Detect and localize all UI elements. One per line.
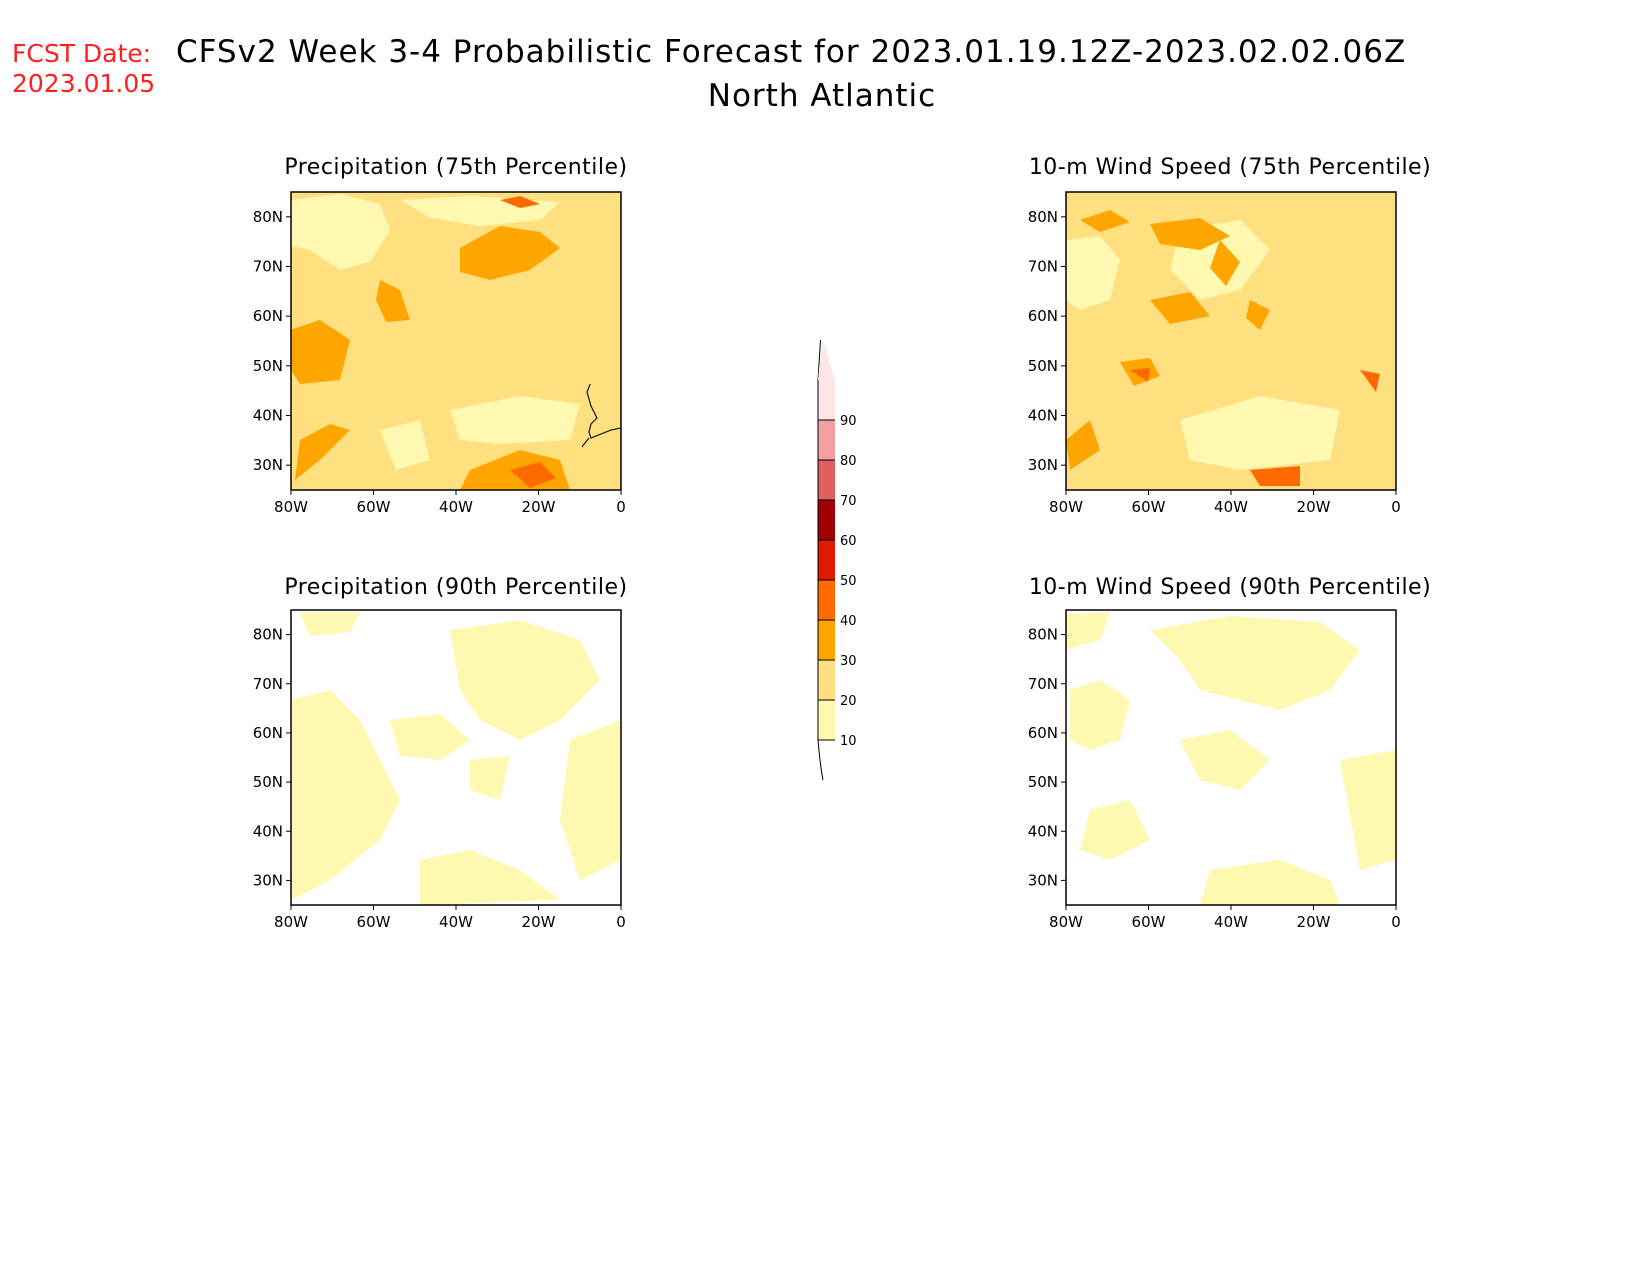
lat-tick-label: 80N [1028,208,1058,226]
lat-tick-label: 40N [253,822,283,840]
lon-tick-label: 20W [1297,913,1331,931]
lat-tick-label: 30N [253,871,283,889]
lat-tick-label: 30N [1028,456,1058,474]
lat-tick-label: 70N [253,258,283,276]
lon-tick-label: 40W [1214,913,1248,931]
lat-tick-label: 50N [1028,357,1058,375]
lat-tick-label: 60N [1028,307,1058,325]
map-panel-precip-90: Precipitation (90th Percentile) 80N 70N 60… [253,575,627,931]
fcst-date-value: 2023.01.05 [12,69,155,98]
colorbar-swatch [818,620,835,660]
fcst-date-label: FCST Date: [12,39,151,68]
map-panel-wind-90: 10-m Wind Speed (90th Percentile) 80N 70N… [1028,575,1431,931]
colorbar-tick-label: 20 [840,694,857,709]
region-title: North Atlantic [708,78,936,114]
colorbar-swatch [818,420,835,460]
colorbar-swatch [818,540,835,580]
lon-tick-label: 40W [439,498,473,516]
lat-tick-label: 70N [1028,675,1058,693]
lon-tick-label: 80W [274,913,308,931]
lat-tick-label: 70N [253,675,283,693]
lon-tick-label: 80W [1049,913,1083,931]
lat-tick-label: 60N [253,307,283,325]
colorbar-bottom-cap [817,739,824,781]
lon-tick-label: 40W [1214,498,1248,516]
probability-shading [1066,192,1396,490]
colorbar-swatch [818,660,835,700]
colorbar-tick-label: 90 [840,414,857,429]
lon-tick-label: 80W [1049,498,1083,516]
panel-title: 10-m Wind Speed (75th Percentile) [1029,155,1431,180]
panel-title: Precipitation (75th Percentile) [284,155,627,180]
lat-tick-label: 70N [1028,258,1058,276]
lon-tick-label: 0 [1391,498,1401,516]
lat-tick-label: 40N [1028,822,1058,840]
lat-tick-label: 80N [253,208,283,226]
lat-tick-label: 50N [253,773,283,791]
colorbar-swatch [818,500,835,540]
colorbar-top-cap-fill [818,340,835,380]
colorbar-swatch [818,700,835,740]
colorbar-tick-label: 70 [840,494,857,509]
probability-shading [1066,610,1396,905]
colorbar-tick-label: 30 [840,654,857,669]
panel-title: 10-m Wind Speed (90th Percentile) [1029,575,1431,600]
colorbar-tick-label: 10 [840,734,857,749]
colorbar-top-cap [817,339,821,381]
probability-shading [291,610,621,905]
lon-tick-label: 0 [1391,913,1401,931]
colorbar-tick-label: 50 [840,574,857,589]
lon-tick-label: 60W [357,498,391,516]
colorbar-legend: 90 80 70 60 50 40 30 20 10 [817,339,857,781]
lon-tick-label: 60W [357,913,391,931]
map-panel-precip-75: Precipitation (75th Percentile) 80N 70N 60… [253,155,627,516]
lon-tick-label: 80W [274,498,308,516]
lat-tick-label: 50N [1028,773,1058,791]
probability-shading [291,192,621,490]
colorbar-swatch [818,460,835,500]
panel-title: Precipitation (90th Percentile) [284,575,627,600]
lat-tick-label: 80N [1028,626,1058,644]
colorbar-tick-label: 80 [840,454,857,469]
lat-tick-label: 40N [253,407,283,425]
lat-tick-label: 60N [1028,724,1058,742]
colorbar-tick-label: 60 [840,534,857,549]
lon-tick-label: 60W [1132,913,1166,931]
map-panel-wind-75: 10-m Wind Speed (75th Percentile) 80N 70N… [1028,155,1431,516]
lon-tick-label: 0 [616,913,626,931]
lat-tick-label: 50N [253,357,283,375]
lon-tick-label: 20W [1297,498,1331,516]
lat-tick-label: 30N [253,456,283,474]
lat-tick-label: 30N [1028,871,1058,889]
lat-tick-label: 60N [253,724,283,742]
colorbar-tick-label: 40 [840,614,857,629]
lon-tick-label: 0 [616,498,626,516]
colorbar-swatch [818,580,835,620]
lon-tick-label: 20W [522,913,556,931]
lon-tick-label: 40W [439,913,473,931]
lon-tick-label: 60W [1132,498,1166,516]
lat-tick-label: 80N [253,626,283,644]
colorbar-swatch [818,380,835,420]
lon-tick-label: 20W [522,498,556,516]
page-title: CFSv2 Week 3-4 Probabilistic Forecast fo… [176,34,1406,70]
lat-tick-label: 40N [1028,407,1058,425]
